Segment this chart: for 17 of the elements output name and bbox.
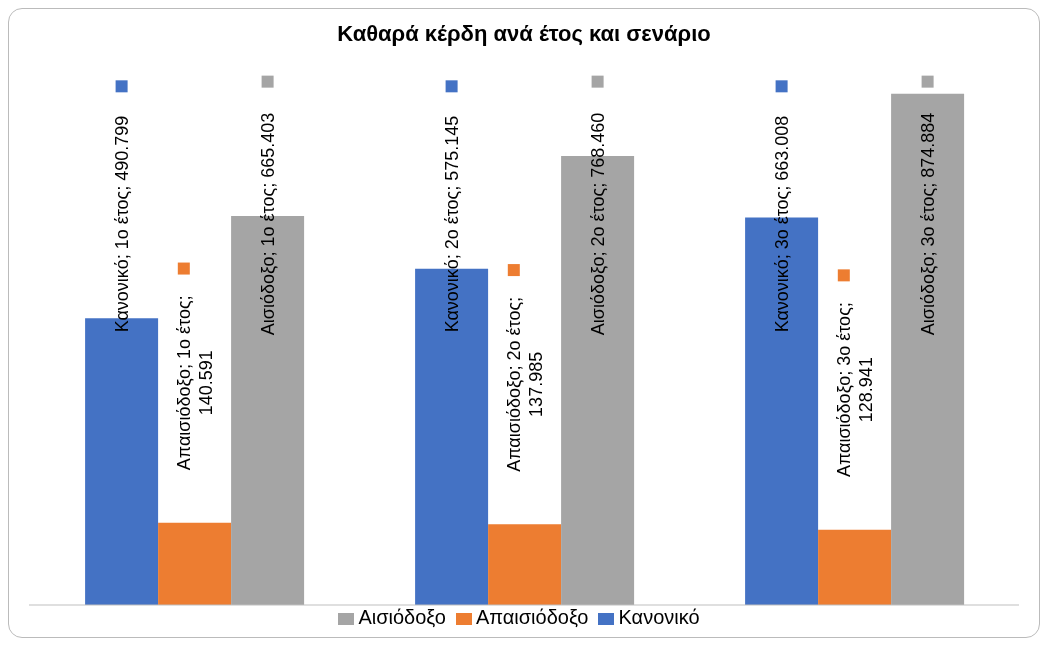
legend-label: Απαισιόδοξο	[475, 606, 589, 628]
bar	[818, 529, 892, 605]
bar	[158, 522, 232, 605]
legend-label: Αισιόδοξο	[358, 606, 446, 628]
data-label: Αισιόδοξο; 1ο έτος; 665.403	[257, 112, 278, 336]
data-label: Απαισιόδοξο; 1ο έτος; 140.591	[174, 295, 216, 471]
bar	[891, 93, 965, 605]
data-label: Αισιόδοξο; 3ο έτος; 874.884	[917, 112, 938, 336]
data-label: Κανονικό; 3ο έτος; 663.008	[771, 115, 792, 333]
data-label: Κανονικό; 2ο έτος; 575.145	[441, 115, 462, 333]
chart-title: Καθαρά κέρδη ανά έτος και σενάριο	[336, 21, 712, 47]
data-label: Απαισιόδοξο; 3ο έτος; 128.941	[834, 302, 876, 478]
data-label: Κανονικό; 1ο έτος; 490.799	[111, 115, 132, 333]
data-label: Απαισιόδοξο; 2ο έτος; 137.985	[504, 296, 546, 472]
bar	[488, 524, 562, 605]
data-label: Αισιόδοξο; 2ο έτος; 768.460	[587, 112, 608, 336]
legend-label: Κανονικό	[618, 606, 700, 628]
